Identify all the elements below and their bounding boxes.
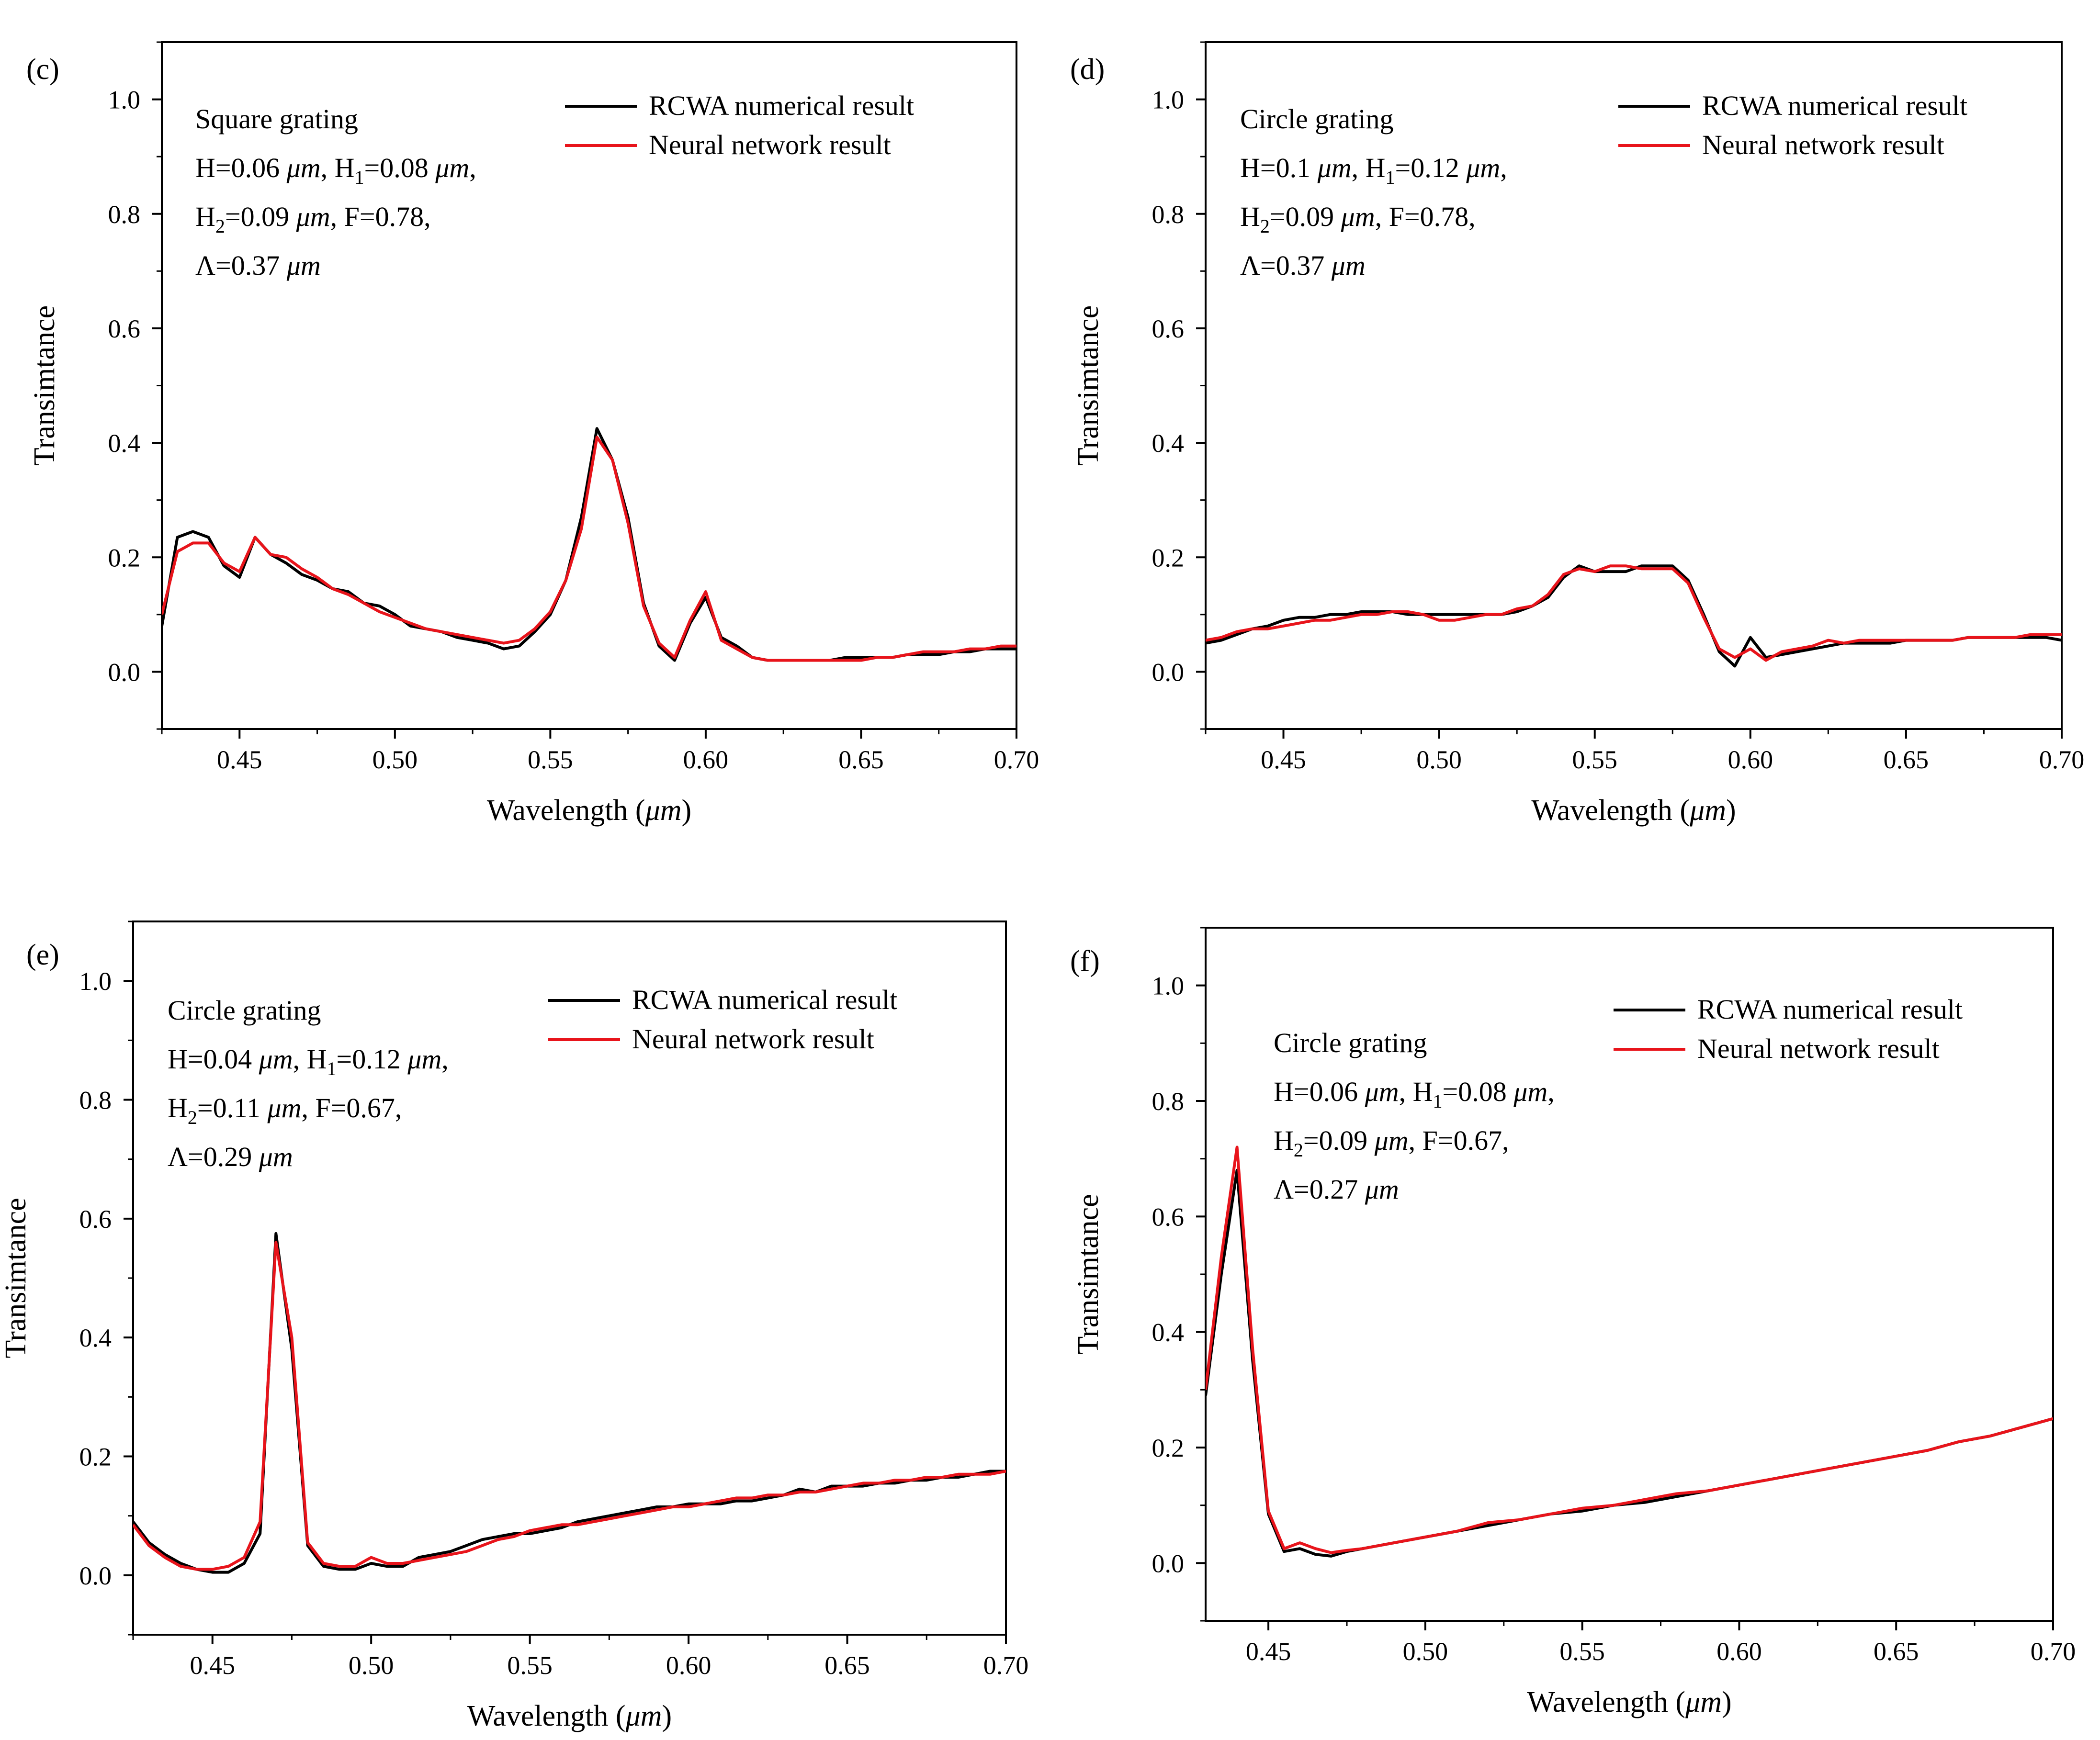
- annotation-line-2: H2=0.11 μm, F=0.67,: [168, 1092, 402, 1128]
- x-tick-label: 0.50: [1416, 745, 1462, 774]
- annotation-title: Circle grating: [1240, 103, 1394, 135]
- x-axis-title: Wavelength (μm): [1527, 1686, 1731, 1718]
- y-tick-label: 0.4: [79, 1324, 112, 1352]
- x-tick-label: 0.55: [507, 1651, 553, 1680]
- y-tick-label: 0.4: [1152, 1318, 1185, 1347]
- series-line-neural: [1206, 564, 2062, 662]
- series-line-neural: [162, 436, 1016, 662]
- legend-label: Neural network result: [1697, 1033, 1940, 1064]
- x-tick-label: 0.60: [666, 1651, 711, 1680]
- y-tick-label: 0.0: [79, 1561, 112, 1590]
- x-tick-label: 0.70: [2039, 745, 2085, 774]
- x-tick-label: 0.70: [994, 745, 1039, 774]
- y-tick-label: 0.6: [108, 314, 141, 343]
- series-line-neural: [1206, 1145, 2053, 1554]
- legend-label: Neural network result: [649, 129, 891, 160]
- annotation-title: Circle grating: [1274, 1027, 1427, 1058]
- y-tick-label: 0.6: [1152, 314, 1185, 343]
- y-tick-label: 0.8: [79, 1086, 112, 1115]
- x-tick-label: 0.50: [373, 745, 418, 774]
- annotation-title: Square grating: [195, 103, 358, 135]
- annotation-title: Circle grating: [168, 995, 321, 1026]
- chart-panel-c: 0.45 0.50 0.55 0.60 0.65 0.70 0.0 0.2 0.4 0.6 0.8 1…: [26, 41, 1039, 827]
- chart-panel-f: 0.45 0.50 0.55 0.60 0.65 0.70 0.0 0.2 0.4 0.6 0.8 1…: [1070, 927, 2076, 1718]
- y-tick-label: 0.4: [108, 429, 141, 458]
- x-tick-label: 0.65: [824, 1651, 870, 1680]
- panel-label: (d): [1070, 53, 1105, 86]
- x-tick-label: 0.70: [2031, 1637, 2076, 1666]
- annotation-line-1: H=0.04 μm, H1=0.12 μm,: [168, 1044, 449, 1079]
- chart-panel-d: 0.45 0.50 0.55 0.60 0.65 0.70 0.0 0.2 0.4 0.6 0.8 1…: [1070, 41, 2085, 827]
- y-tick-label: 0.8: [108, 200, 141, 229]
- y-axis-title: Transimtance: [1072, 305, 1105, 466]
- x-tick-label: 0.45: [217, 745, 262, 774]
- series-line-neural: [133, 1241, 1006, 1571]
- y-tick-label: 0.6: [79, 1205, 112, 1234]
- chart-panel-e: 0.45 0.50 0.55 0.60 0.65 0.70 0.0 0.2 0.4 0.6 0.8 1…: [0, 921, 1028, 1732]
- panel-label: (e): [26, 939, 59, 971]
- x-tick-label: 0.55: [1559, 1637, 1605, 1666]
- annotation-line-3: Λ=0.37 μm: [195, 250, 321, 281]
- x-tick-label: 0.50: [1403, 1637, 1448, 1666]
- y-tick-label: 0.2: [108, 543, 141, 572]
- legend-label: RCWA numerical result: [649, 90, 914, 121]
- y-axis-title: Transimtance: [28, 305, 61, 466]
- x-tick-label: 0.50: [349, 1651, 394, 1680]
- y-tick-label: 1.0: [79, 967, 112, 996]
- annotation-line-2: H2=0.09 μm, F=0.67,: [1274, 1125, 1509, 1161]
- legend-label: Neural network result: [632, 1023, 874, 1055]
- y-tick-label: 1.0: [108, 86, 141, 114]
- y-tick-label: 0.0: [1152, 1549, 1185, 1578]
- y-tick-label: 1.0: [1152, 972, 1185, 1000]
- x-tick-label: 0.60: [1716, 1637, 1762, 1666]
- x-tick-label: 0.65: [838, 745, 884, 774]
- y-tick-label: 0.6: [1152, 1202, 1185, 1231]
- y-axis-title: Transimtance: [1072, 1194, 1105, 1354]
- annotation-line-2: H2=0.09 μm, F=0.78,: [195, 201, 431, 237]
- y-tick-label: 0.8: [1152, 1087, 1185, 1116]
- x-tick-label: 0.70: [983, 1651, 1029, 1680]
- y-axis-title: Transimtance: [0, 1198, 32, 1358]
- legend-label: RCWA numerical result: [632, 984, 897, 1015]
- y-tick-label: 0.2: [1152, 543, 1185, 572]
- annotation-line-3: Λ=0.27 μm: [1274, 1174, 1399, 1205]
- y-tick-label: 0.8: [1152, 200, 1185, 229]
- annotation-line-3: Λ=0.37 μm: [1240, 250, 1366, 281]
- panel-label: (f): [1070, 945, 1100, 977]
- x-tick-label: 0.45: [1246, 1637, 1291, 1666]
- y-tick-label: 0.0: [108, 658, 141, 686]
- x-axis-title: Wavelength (μm): [1531, 794, 1736, 827]
- x-axis-title: Wavelength (μm): [487, 794, 691, 827]
- annotation-line-1: H=0.1 μm, H1=0.12 μm,: [1240, 152, 1507, 188]
- annotation-line-2: H2=0.09 μm, F=0.78,: [1240, 201, 1476, 237]
- x-tick-label: 0.45: [1261, 745, 1306, 774]
- y-tick-label: 1.0: [1152, 86, 1185, 114]
- legend-label: RCWA numerical result: [1697, 994, 1963, 1025]
- legend-label: RCWA numerical result: [1702, 90, 1967, 121]
- y-tick-label: 0.2: [1152, 1434, 1185, 1462]
- y-tick-label: 0.0: [1152, 658, 1185, 686]
- annotation-line-3: Λ=0.29 μm: [168, 1141, 293, 1172]
- panel-label: (c): [26, 53, 59, 86]
- legend-label: Neural network result: [1702, 129, 1944, 160]
- x-tick-label: 0.55: [1572, 745, 1617, 774]
- x-tick-label: 0.65: [1884, 745, 1929, 774]
- x-axis-title: Wavelength (μm): [467, 1700, 672, 1732]
- x-tick-label: 0.60: [683, 745, 729, 774]
- annotation-line-1: H=0.06 μm, H1=0.08 μm,: [195, 152, 476, 188]
- x-tick-label: 0.60: [1728, 745, 1773, 774]
- annotation-line-1: H=0.06 μm, H1=0.08 μm,: [1274, 1076, 1555, 1112]
- x-tick-label: 0.45: [190, 1651, 235, 1680]
- x-tick-label: 0.55: [528, 745, 573, 774]
- y-tick-label: 0.4: [1152, 429, 1185, 458]
- y-tick-label: 0.2: [79, 1443, 112, 1471]
- x-tick-label: 0.65: [1874, 1637, 1919, 1666]
